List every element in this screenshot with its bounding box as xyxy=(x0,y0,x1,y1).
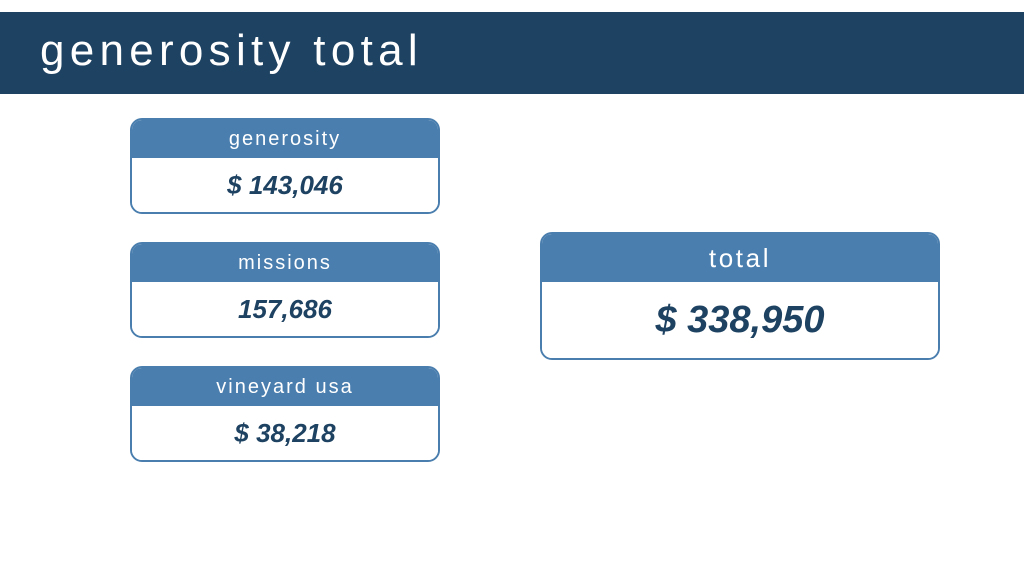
card-vineyard-value: $ 38,218 xyxy=(132,406,438,460)
page-title: generosity total xyxy=(40,26,984,76)
card-missions-value: 157,686 xyxy=(132,282,438,336)
card-total-label: total xyxy=(542,234,938,282)
card-generosity-label: generosity xyxy=(132,120,438,158)
cards-container: generosity $ 143,046 missions 157,686 vi… xyxy=(0,94,1024,572)
title-bar: generosity total xyxy=(0,12,1024,94)
card-missions-label: missions xyxy=(132,244,438,282)
card-total-value: $ 338,950 xyxy=(542,282,938,358)
card-generosity: generosity $ 143,046 xyxy=(130,118,440,214)
card-generosity-value: $ 143,046 xyxy=(132,158,438,212)
card-missions: missions 157,686 xyxy=(130,242,440,338)
card-total: total $ 338,950 xyxy=(540,232,940,360)
card-vineyard-label: vineyard usa xyxy=(132,368,438,406)
card-vineyard-usa: vineyard usa $ 38,218 xyxy=(130,366,440,462)
